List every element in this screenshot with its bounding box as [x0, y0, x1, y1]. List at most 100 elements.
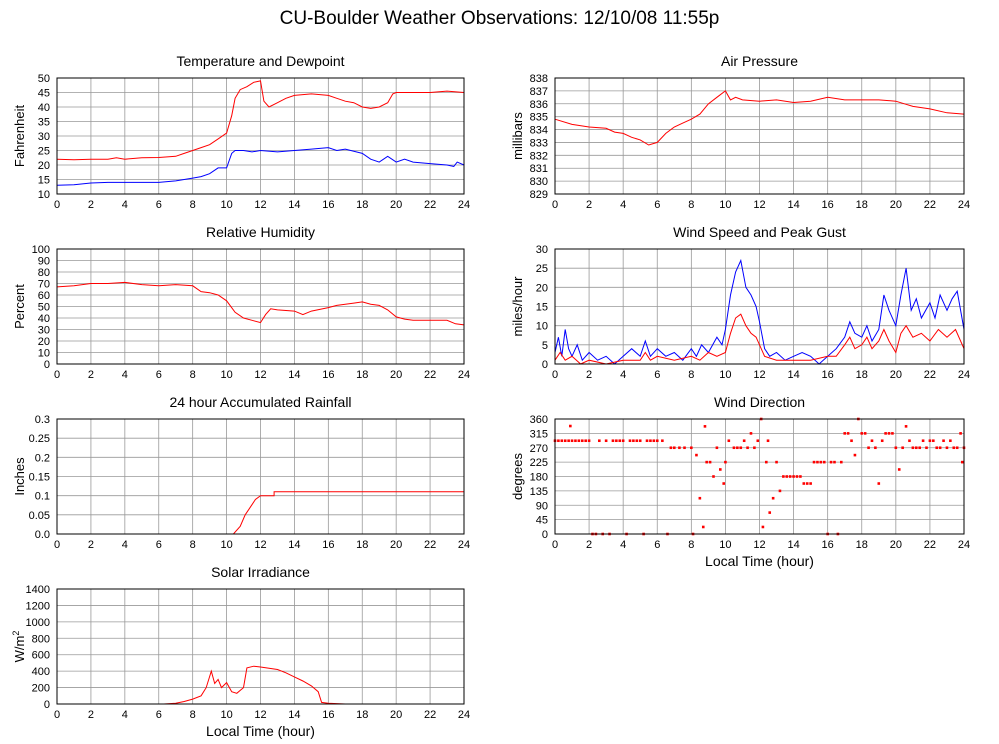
x-tick-label: 16 [822, 369, 834, 381]
x-tick-label: 6 [156, 709, 162, 721]
data-point [914, 446, 918, 450]
y-tick-label: 20 [536, 282, 548, 294]
x-tick-label: 24 [958, 199, 970, 211]
data-point [678, 446, 681, 450]
chart-title: Air Pressure [721, 53, 798, 69]
y-axis-label: W/m2 [11, 631, 27, 663]
x-tick-label: 8 [688, 199, 694, 211]
x-tick-label: 2 [88, 539, 94, 551]
x-tick-label: 14 [288, 369, 300, 381]
y-axis-label: millibars [510, 112, 525, 160]
data-point [618, 439, 622, 443]
y-tick-label: 0.2 [35, 452, 50, 464]
series-line-0 [554, 90, 965, 146]
data-point [795, 475, 799, 478]
y-tick-label: 315 [530, 428, 548, 440]
data-point [959, 432, 962, 435]
y-tick-label: 225 [530, 457, 548, 469]
y-axis-label: Percent [12, 284, 27, 329]
y-tick-label: 838 [530, 73, 548, 85]
y-tick-label: 15 [38, 175, 50, 187]
data-point [938, 446, 942, 450]
data-point [775, 460, 778, 464]
data-point [698, 496, 702, 500]
data-point [563, 439, 567, 443]
x-tick-label: 8 [688, 539, 694, 551]
plot-frame [56, 588, 465, 705]
x-tick-label: 2 [88, 369, 94, 381]
data-point [652, 439, 656, 443]
data-point [604, 439, 608, 443]
y-tick-label: 80 [38, 267, 50, 279]
x-tick-label: 20 [390, 709, 402, 721]
data-point [952, 446, 956, 450]
data-point [628, 439, 632, 443]
series-line-0 [56, 80, 465, 161]
data-point [567, 439, 570, 443]
y-tick-label: 45 [38, 88, 50, 100]
x-tick-label: 10 [220, 539, 232, 551]
chart-solar: 0 2 4 6 8 10 12 14 16 18 20 22 240200400600800100012… [11, 564, 470, 739]
y-tick-label: 90 [38, 256, 50, 268]
data-point [557, 439, 560, 443]
x-tick-label: 0 [552, 199, 558, 211]
y-tick-label: 40 [38, 313, 50, 325]
y-tick-label: 135 [530, 486, 548, 498]
data-point [949, 439, 952, 443]
x-tick-label: 4 [122, 199, 128, 211]
y-tick-label: 0 [44, 359, 50, 371]
data-point [690, 446, 693, 450]
data-point [816, 460, 819, 464]
data-point [695, 453, 698, 457]
y-tick-label: 829 [530, 189, 548, 201]
data-point [635, 439, 639, 443]
chart-wind_direction: 0 2 4 6 8 10 12 14 16 18 20 22 240459013518022527031… [510, 394, 970, 569]
data-point [833, 460, 836, 464]
chart-rainfall: 0 2 4 6 8 10 12 14 16 18 20 22 240.00.050.10.150.20.… [12, 394, 470, 551]
x-tick-label: 12 [254, 539, 266, 551]
data-point [887, 432, 891, 435]
data-point [932, 439, 935, 443]
x-tick-label: 24 [458, 709, 470, 721]
x-tick-label: 8 [190, 709, 196, 721]
chart-title: Solar Irradiance [211, 564, 310, 580]
y-tick-label: 1000 [26, 617, 50, 629]
y-tick-label: 20 [38, 336, 50, 348]
data-point [792, 475, 795, 478]
x-tick-label: 20 [390, 539, 402, 551]
data-point [829, 460, 833, 464]
x-tick-label: 22 [924, 539, 936, 551]
y-tick-label: 30 [38, 131, 50, 143]
y-tick-label: 0.15 [29, 472, 50, 484]
x-tick-label: 20 [390, 369, 402, 381]
data-point [611, 439, 615, 443]
data-point [705, 460, 708, 464]
data-point [727, 439, 731, 443]
data-point [904, 425, 908, 428]
x-tick-label: 6 [156, 369, 162, 381]
x-tick-label: 8 [190, 369, 196, 381]
y-tick-label: 30 [38, 325, 50, 337]
y-tick-label: 400 [32, 666, 50, 678]
chart-temperature: 0 2 4 6 8 10 12 14 16 18 20 22 24101520253035404550T… [12, 53, 470, 211]
data-point [778, 489, 782, 493]
x-tick-label: 22 [924, 199, 936, 211]
y-tick-label: 837 [530, 86, 548, 98]
x-tick-label: 0 [54, 199, 60, 211]
data-point [574, 439, 577, 443]
x-tick-label: 2 [88, 709, 94, 721]
y-tick-label: 835 [530, 112, 548, 124]
x-tick-label: 4 [122, 709, 128, 721]
data-point [580, 439, 584, 443]
y-tick-label: 10 [38, 348, 50, 360]
data-point [802, 482, 806, 485]
series-line-1 [56, 147, 465, 186]
y-tick-label: 40 [38, 102, 50, 114]
x-tick-label: 4 [620, 199, 626, 211]
chart-title: Wind Speed and Peak Gust [673, 224, 846, 240]
data-point [853, 453, 857, 457]
data-point [753, 446, 756, 450]
data-point [632, 439, 635, 443]
x-tick-label: 18 [356, 199, 368, 211]
x-tick-label: 10 [719, 539, 731, 551]
